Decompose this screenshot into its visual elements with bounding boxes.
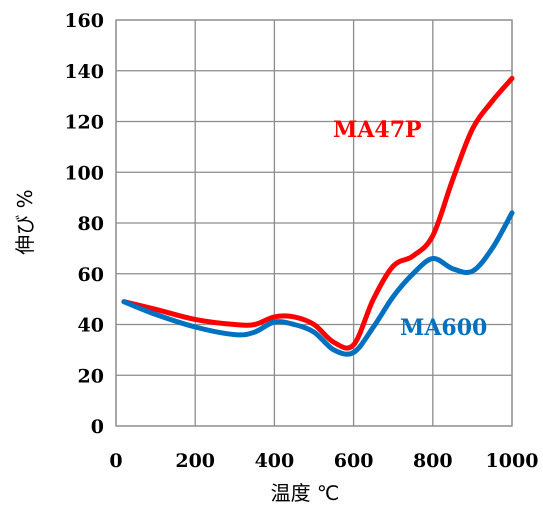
series-line-ma47p bbox=[121, 75, 515, 351]
series-label-ma600: MA600 bbox=[400, 315, 487, 341]
x-tick-label: 400 bbox=[255, 450, 295, 472]
y-tick-label: 80 bbox=[78, 213, 104, 235]
series-lines bbox=[121, 75, 515, 357]
y-axis-title: 伸び % bbox=[13, 189, 37, 254]
x-axis-ticks: 0 200 400 600 800 1000 bbox=[109, 450, 538, 472]
series-label-ma47p: MA47P bbox=[333, 117, 422, 143]
y-tick-label: 0 bbox=[91, 416, 104, 438]
y-tick-label: 40 bbox=[78, 315, 104, 337]
gridlines bbox=[115, 19, 513, 427]
x-tick-label: 0 bbox=[109, 450, 122, 472]
y-axis-ticks: 0 20 40 60 80 100 120 140 160 bbox=[64, 10, 104, 438]
x-tick-label: 1000 bbox=[486, 450, 539, 472]
y-tick-label: 140 bbox=[64, 61, 104, 83]
y-tick-label: 60 bbox=[78, 264, 104, 286]
series-line-ma600 bbox=[121, 210, 515, 357]
x-axis-title: 温度 ℃ bbox=[271, 481, 340, 505]
x-tick-label: 600 bbox=[334, 450, 374, 472]
y-tick-label: 100 bbox=[64, 162, 104, 184]
y-tick-label: 160 bbox=[64, 10, 104, 32]
plot-border bbox=[115, 19, 513, 427]
y-tick-label: 20 bbox=[78, 365, 104, 387]
x-tick-label: 200 bbox=[175, 450, 215, 472]
plot-area bbox=[115, 19, 513, 427]
x-tick-label: 800 bbox=[413, 450, 453, 472]
y-tick-label: 120 bbox=[64, 112, 104, 134]
